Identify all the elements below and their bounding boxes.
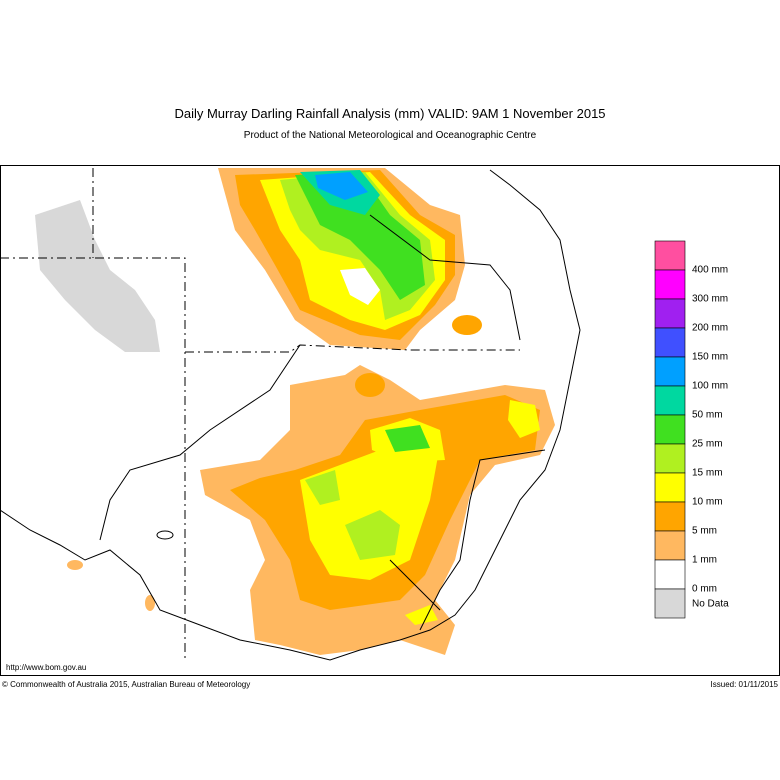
legend-label: 50 mm — [692, 410, 723, 421]
legend-swatch — [654, 327, 686, 358]
rain-1mm — [145, 595, 155, 611]
legend-swatch — [654, 385, 686, 416]
map-subtitle: Product of the National Meteorological a… — [244, 130, 537, 141]
legend-swatch — [654, 472, 686, 503]
rain-5mm — [355, 373, 385, 397]
map-title: Daily Murray Darling Rainfall Analysis (… — [174, 106, 605, 121]
legend-swatch — [654, 501, 686, 532]
legend-label: 150 mm — [692, 352, 728, 363]
legend-swatch — [654, 269, 686, 300]
legend-label: 5 mm — [692, 526, 717, 537]
legend-label: 300 mm — [692, 294, 728, 305]
legend-swatch — [654, 240, 686, 271]
rain-15mm — [345, 510, 400, 560]
legend-label: 10 mm — [692, 497, 723, 508]
legend-swatch — [654, 414, 686, 445]
rain-5mm — [452, 315, 482, 335]
legend-label: 400 mm — [692, 265, 728, 276]
legend-swatch — [654, 530, 686, 561]
source-url: http://www.bom.gov.au — [6, 663, 86, 672]
rain-0mm — [340, 268, 380, 305]
island — [156, 530, 174, 540]
legend-label: 0 mm — [692, 584, 717, 595]
legend-label: 100 mm — [692, 381, 728, 392]
map — [0, 165, 780, 676]
rain-1mm — [67, 560, 83, 570]
rain-15mm — [305, 470, 340, 505]
legend-swatch — [654, 588, 686, 619]
copyright: © Commonwealth of Australia 2015, Austra… — [2, 680, 250, 689]
legend-label: 15 mm — [692, 468, 723, 479]
legend-label: No Data — [692, 599, 729, 610]
rain-25mm — [385, 425, 430, 452]
legend-swatch — [654, 298, 686, 329]
issued-date: Issued: 01/11/2015 — [711, 680, 779, 689]
legend-label: 25 mm — [692, 439, 723, 450]
legend-swatch — [654, 443, 686, 474]
legend-label: 1 mm — [692, 555, 717, 566]
legend-swatch — [654, 559, 686, 590]
rain-25mm — [295, 172, 425, 300]
legend-label: 200 mm — [692, 323, 728, 334]
legend: 400 mm 300 mm 200 mm 150 mm 100 mm 50 mm 25 mm… — [654, 240, 729, 619]
rain-100mm — [315, 172, 368, 200]
legend-swatch — [654, 356, 686, 387]
no-data-area — [35, 200, 160, 352]
rain-10mm — [508, 400, 540, 438]
